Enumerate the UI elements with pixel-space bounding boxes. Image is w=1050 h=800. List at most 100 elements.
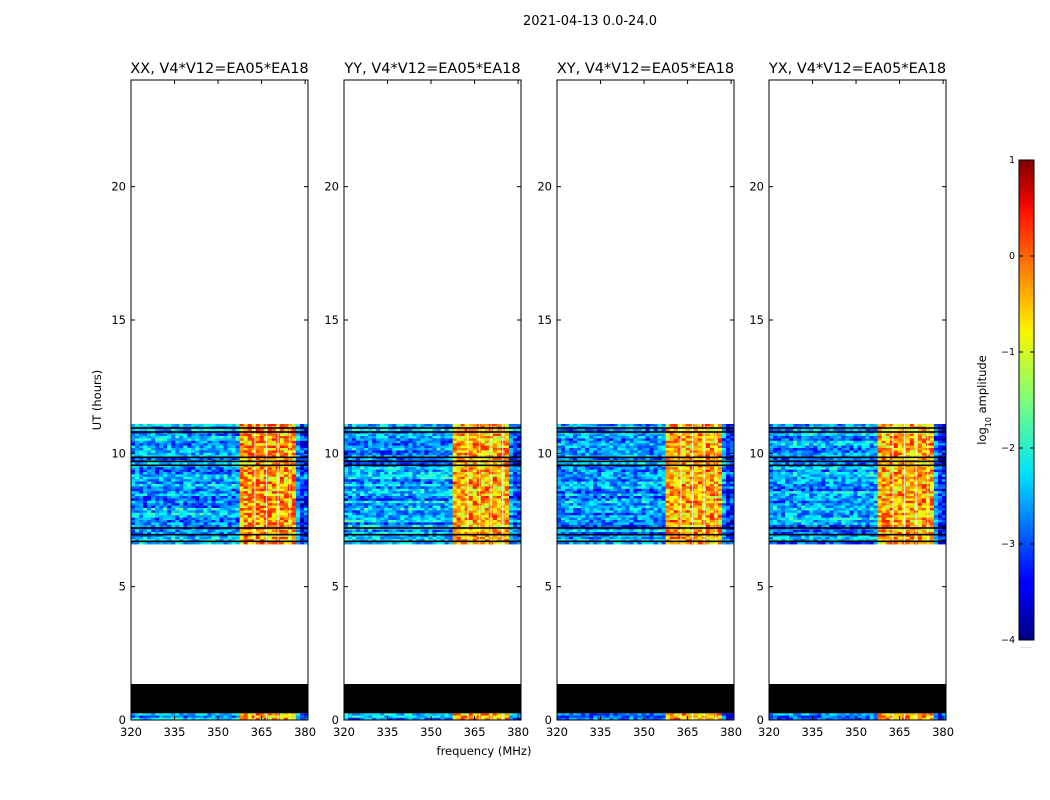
heatmap-cell [183,534,188,538]
flagged-line [131,533,308,536]
heatmap-cell [420,445,425,449]
heatmap-cell [195,481,200,485]
heatmap-cell [404,452,409,456]
heatmap-cell [131,515,136,518]
heatmap-cell [299,524,305,528]
heatmap-cell [645,424,650,427]
heatmap-cell [295,510,301,514]
heatmap-cell [267,532,273,535]
heatmap-cell [436,505,441,509]
heatmap-cell [147,469,152,473]
heatmap-cell [203,493,208,497]
heatmap-cell [211,496,216,499]
heatmap-cell [179,486,184,490]
heatmap-cell [416,532,421,535]
heatmap-cell [135,476,140,480]
heatmap-cell [191,534,196,538]
heatmap-cell [151,522,156,526]
heatmap-cell [175,469,180,473]
heatmap-cell [516,493,522,497]
heatmap-cell [448,512,454,516]
heatmap-cell [452,498,458,502]
heatmap-cell [191,541,196,545]
heatmap-cell [460,536,466,540]
heatmap-cell [356,717,361,721]
heatmap-cell [460,428,466,432]
heatmap-cell [448,717,454,721]
heatmap-cell [179,448,184,451]
heatmap-cell [400,448,405,451]
heatmap-cell [448,481,454,485]
heatmap-cell [408,520,413,523]
heatmap-cell [424,500,429,504]
heatmap-cell [356,457,361,461]
heatmap-cell [569,715,574,719]
heatmap-cell [259,534,265,538]
heatmap-cell [669,713,675,716]
heatmap-cell [219,541,224,545]
heatmap-cell [504,715,510,719]
heatmap-cell [171,462,176,466]
heatmap-cell [155,469,160,473]
heatmap-cell [223,476,228,480]
heatmap-cell [412,510,417,514]
heatmap-cell [299,438,305,442]
heatmap-cell [283,484,289,487]
heatmap-cell [412,467,417,470]
heatmap-cell [191,436,196,439]
heatmap-cell [195,452,200,456]
heatmap-cell [388,438,393,442]
heatmap-cell [147,529,152,533]
heatmap-cell [195,512,200,516]
heatmap-cell [472,452,478,456]
heatmap-cell [424,445,429,449]
heatmap-cell [167,522,172,526]
heatmap-cell [376,457,381,461]
heatmap-cell [227,443,232,446]
heatmap-cell [131,464,136,468]
heatmap-cell [219,517,224,521]
heatmap-cell [299,443,305,446]
heatmap-cell [251,450,257,454]
heatmap-cell [283,428,289,432]
heatmap-cell [215,464,220,468]
heatmap-cell [175,484,180,487]
heatmap-cell [725,717,731,721]
heatmap-cell [207,524,212,528]
flagged-channel [467,713,469,720]
heatmap-cell [259,517,265,521]
heatmap-cell [191,510,196,514]
heatmap-cell [492,517,498,521]
heatmap-cell [436,503,441,506]
heatmap-cell [183,503,188,506]
heatmap-cell [163,488,168,492]
heatmap-cell [352,517,357,521]
heatmap-cell [147,457,152,461]
heatmap-cell [135,713,140,716]
heatmap-cell [199,476,204,480]
heatmap-cell [143,520,148,523]
heatmap-cell [416,448,421,451]
heatmap-cell [151,496,156,499]
heatmap-cell [219,520,224,523]
heatmap-cell [569,428,574,432]
heatmap-cell [171,440,176,444]
panel-frame [343,79,522,721]
heatmap-cell [376,524,381,528]
heatmap-cell [585,717,590,721]
heatmap-cell [219,481,224,485]
heatmap-cell [255,424,261,427]
heatmap-cell [187,479,192,482]
heatmap-cell [283,457,289,461]
heatmap-cell [243,452,249,456]
heatmap-cell [508,474,514,478]
heatmap-cell [400,474,405,478]
heatmap-cell [283,476,289,480]
heatmap-cell [452,503,458,506]
heatmap-cell [356,517,361,521]
heatmap-cell [147,467,152,470]
heatmap-cell [299,472,305,475]
heatmap-cell [496,508,502,511]
heatmap-cell [291,440,297,444]
heatmap-cell [183,484,188,487]
